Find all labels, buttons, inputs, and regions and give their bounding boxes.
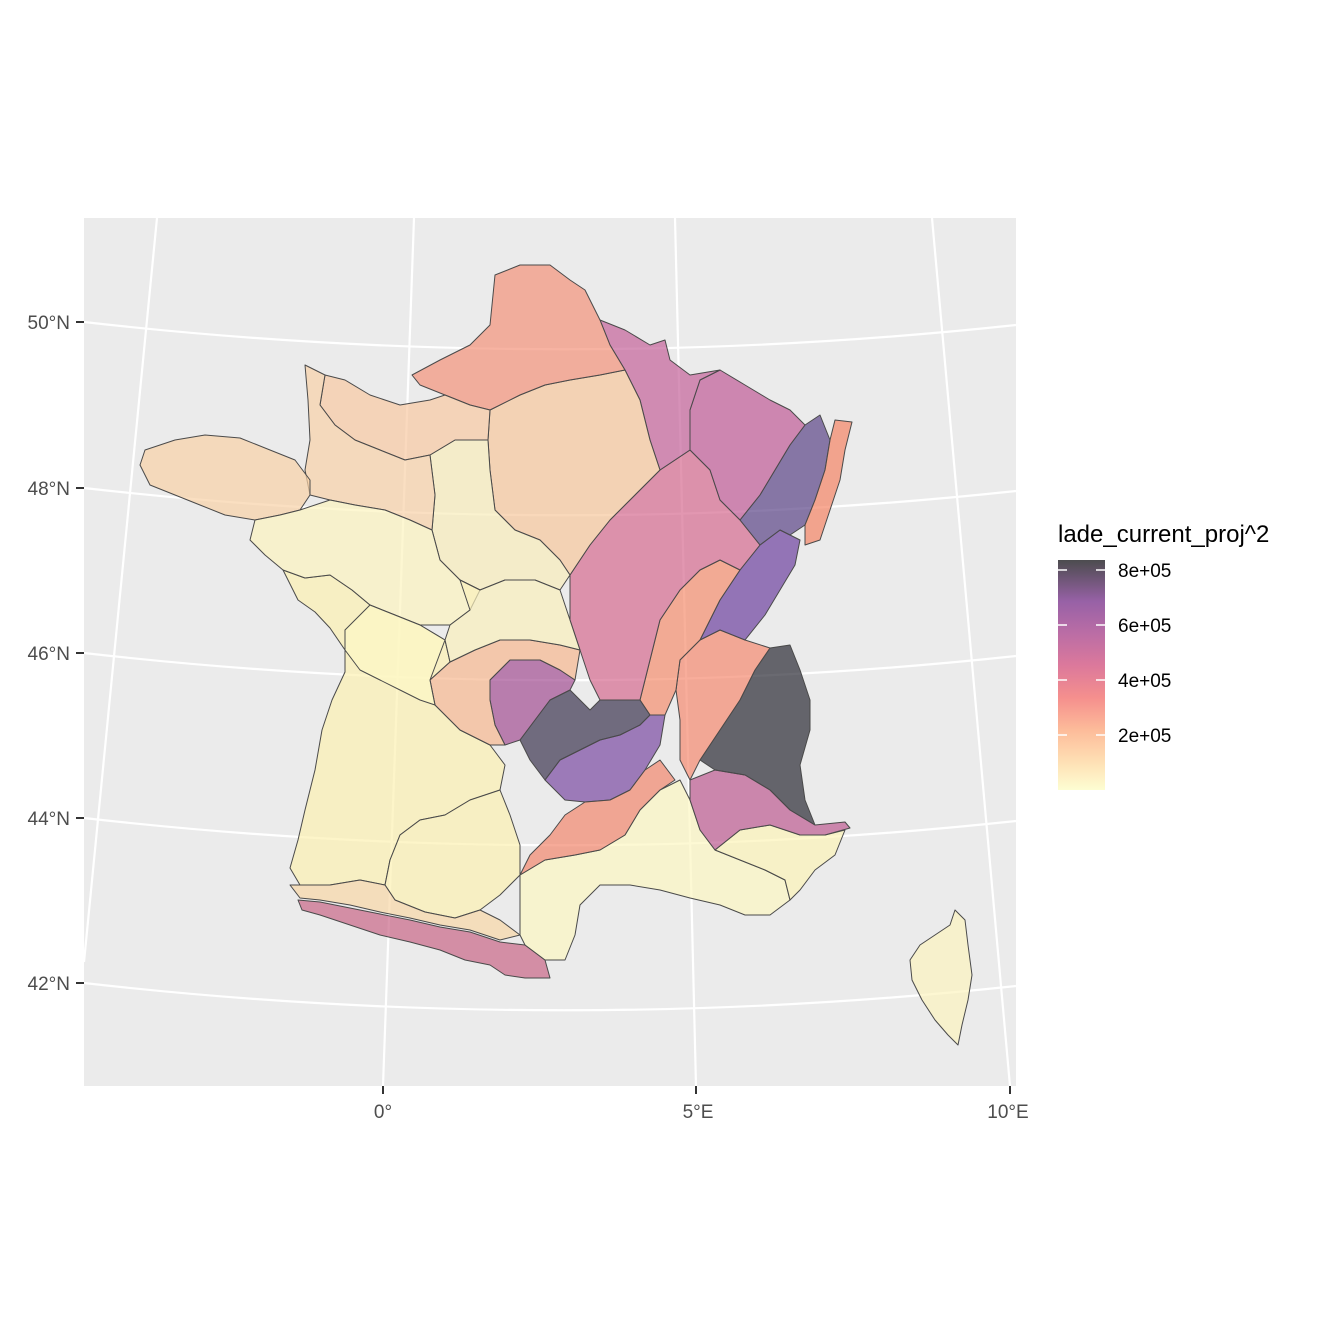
zone-nord-picardie [411, 264, 626, 411]
zone-alsace [804, 419, 853, 546]
legend-colorbar [1058, 560, 1105, 790]
meridian-10e [930, 217, 1012, 1087]
x-tick-label: 0° [374, 1102, 392, 1123]
x-tick-label: 5°E [683, 1102, 714, 1123]
y-axis: 50°N 48°N 46°N 44°N 42°N [28, 313, 84, 995]
legend: lade_current_proj^2 8e+05 6e+05 4e+05 2e… [1058, 521, 1269, 790]
meridian-minus5 [82, 217, 159, 963]
y-tick-label: 44°N [28, 809, 70, 830]
y-tick-label: 48°N [28, 479, 70, 500]
regions [139, 264, 973, 1046]
zone-poitou [344, 604, 446, 706]
parallel-42n [83, 981, 1017, 1012]
zone-centre [444, 579, 581, 663]
legend-title: lade_current_proj^2 [1058, 521, 1269, 548]
legend-label: 4e+05 [1118, 671, 1171, 692]
y-tick-label: 46°N [28, 644, 70, 665]
legend-label: 2e+05 [1118, 726, 1171, 747]
zone-causses [519, 759, 676, 876]
y-tick-label: 50°N [28, 313, 70, 334]
zone-corse [909, 909, 973, 1046]
legend-label: 6e+05 [1118, 616, 1171, 637]
zone-pyrenees [297, 899, 551, 979]
legend-label: 8e+05 [1118, 561, 1171, 582]
x-tick-label: 10°E [987, 1102, 1028, 1123]
y-tick-label: 42°N [28, 974, 70, 995]
x-axis: 0° 5°E 10°E [374, 1086, 1029, 1123]
